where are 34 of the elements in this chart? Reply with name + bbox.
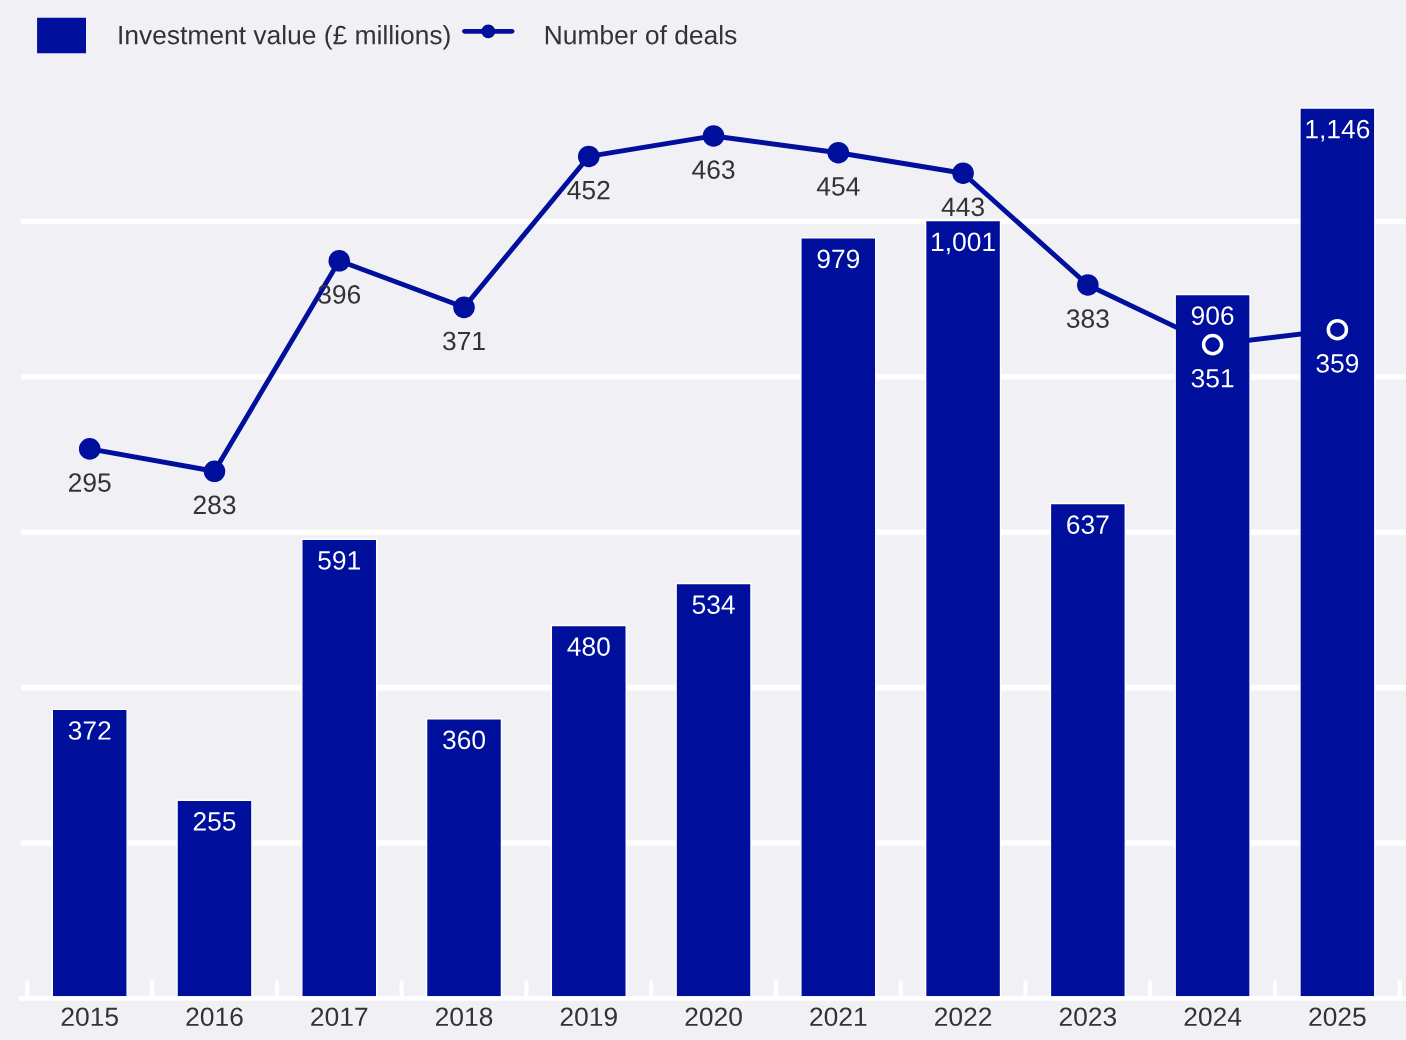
data-label: 372 — [68, 721, 111, 740]
x-tick-label: 2018 — [435, 1007, 493, 1027]
data-label: 255 — [193, 812, 236, 831]
data-label: 534 — [692, 595, 735, 614]
x-tick-label: 2020 — [685, 1007, 742, 1027]
data-label: 283 — [193, 495, 236, 515]
data-label: 371 — [443, 331, 485, 351]
data-label: 463 — [692, 160, 735, 179]
data-label: 637 — [1067, 515, 1109, 534]
data-label: 1,146 — [1306, 119, 1370, 142]
x-tick-label: 2023 — [1059, 1007, 1117, 1027]
x-tick-label: 2021 — [810, 1007, 867, 1027]
data-label: 454 — [816, 177, 860, 196]
data-label: 480 — [567, 637, 610, 656]
data-label: 979 — [817, 249, 860, 269]
x-tick-label: 2019 — [560, 1007, 617, 1027]
legend-label: Investment value (£ millions) — [119, 25, 450, 50]
data-label: 1,001 — [932, 232, 995, 255]
data-label: 443 — [941, 197, 984, 217]
x-tick-label: 2015 — [61, 1007, 118, 1027]
x-tick-label: 2016 — [186, 1007, 243, 1027]
data-label: 295 — [69, 473, 111, 492]
x-tick-label: 2024 — [1184, 1007, 1242, 1027]
x-tick-label: 2025 — [1309, 1007, 1366, 1027]
data-label: 906 — [1191, 306, 1234, 325]
data-label: 360 — [443, 730, 485, 750]
data-label: 383 — [1066, 309, 1109, 328]
data-label: 359 — [1316, 354, 1359, 373]
data-label: 452 — [567, 180, 610, 200]
x-tick-label: 2022 — [935, 1007, 992, 1027]
legend-label: Number of deals — [545, 25, 737, 45]
data-label: 351 — [1191, 368, 1234, 388]
x-tick-label: 2017 — [311, 1007, 368, 1027]
data-label: 591 — [318, 551, 360, 570]
